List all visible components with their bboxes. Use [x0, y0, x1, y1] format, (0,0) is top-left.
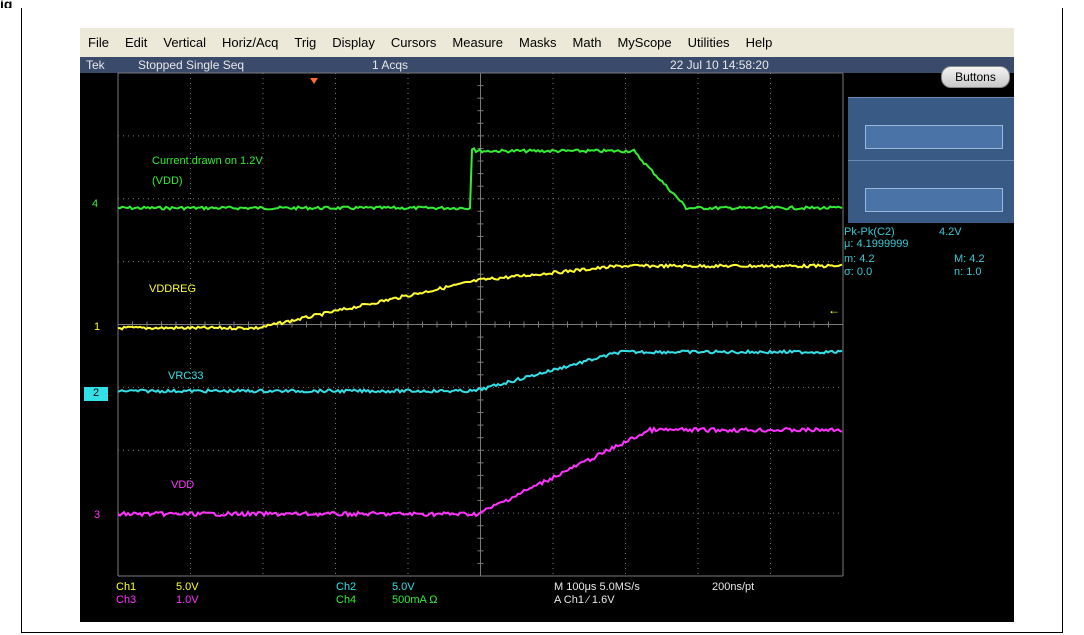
sample-interval-readout: 200ns/pt	[712, 581, 755, 593]
ch3-vdd-trace	[117, 426, 843, 518]
menu-vertical[interactable]: Vertical	[163, 35, 206, 50]
document-heading-fragment: ig	[0, 0, 13, 8]
menu-masks[interactable]: Masks	[518, 35, 557, 50]
side-control-field-1[interactable]	[865, 125, 1003, 149]
menu-edit[interactable]: Edit	[124, 35, 148, 50]
menu-utilities[interactable]: Utilities	[687, 35, 730, 50]
waveform-traces	[117, 147, 843, 518]
menu-file[interactable]: File	[88, 35, 109, 50]
ch4-current-trace	[117, 147, 843, 211]
trace-label-vddreg: VDDREG	[149, 283, 197, 295]
trace-label-vrc33: VRC33	[168, 370, 204, 382]
menu-measure[interactable]: Measure	[452, 35, 503, 50]
acquisition-count: 1 Acqs	[372, 58, 409, 72]
oscilloscope-screen: File Edit Vertical Horiz/Acq Trig Displa…	[80, 28, 1014, 622]
measurement-value: 4.2V	[939, 226, 962, 238]
menu-help[interactable]: Help	[745, 35, 773, 50]
measurement-line-1: Pk-Pk(C2) 4.2V	[844, 226, 962, 238]
acquisition-state: Stopped Single Seq	[138, 58, 245, 72]
menu-math[interactable]: Math	[572, 35, 602, 50]
ch4-name: Ch4	[336, 594, 357, 606]
measurement-sigma-n: σ: 0.0 n: 1.0	[844, 266, 982, 278]
timebase-readout: M 100μs 5.0MS/s	[554, 581, 640, 593]
brand-label: Tek	[86, 58, 105, 72]
measurement-mean: μ: 4.1999999	[844, 238, 909, 250]
ch2-name: Ch2	[336, 581, 357, 593]
ch2-ground-marker[interactable]: 2	[84, 387, 108, 401]
ch4-scale: 500mA Ω	[392, 594, 438, 606]
side-control-panel-1	[848, 97, 1014, 160]
measurement-name: Pk-Pk(C2)	[844, 226, 895, 238]
graticule-grid	[117, 72, 844, 577]
ch1-ground-marker[interactable]: 1	[94, 321, 101, 333]
buttons-toggle-button[interactable]: Buttons	[941, 66, 1010, 88]
measurement-min: m: 4.2	[844, 253, 875, 265]
menu-cursors[interactable]: Cursors	[390, 35, 437, 50]
side-control-field-2[interactable]	[865, 188, 1003, 212]
ch3-name: Ch3	[116, 594, 137, 606]
measurement-max: M: 4.2	[954, 253, 985, 265]
side-control-panel-2	[848, 160, 1014, 223]
ch1-scale: 5.0V	[176, 581, 199, 593]
trigger-level-arrow: ←	[828, 303, 840, 317]
measurement-min-max: m: 4.2 M: 4.2	[844, 253, 985, 265]
trace-label-current-line2: (VDD)	[152, 175, 183, 187]
ch3-scale: 1.0V	[176, 594, 199, 606]
ch2-scale: 5.0V	[392, 581, 415, 593]
ch2-vrc33-trace	[117, 348, 843, 394]
status-bar: Tek Stopped Single Seq 1 Acqs 22 Jul 10 …	[80, 57, 1014, 73]
trace-label-vdd: VDD	[171, 479, 195, 491]
measurement-sigma: σ: 0.0	[844, 266, 873, 278]
menu-myscope[interactable]: MyScope	[617, 35, 672, 50]
trace-label-current-line1: Current drawn on 1.2V	[152, 155, 263, 167]
waveform-graticule: ←	[117, 72, 844, 577]
menu-trig[interactable]: Trig	[294, 35, 317, 50]
menu-display[interactable]: Display	[332, 35, 375, 50]
trigger-position-marker	[310, 78, 318, 84]
ch4-ground-marker[interactable]: 4	[92, 198, 99, 210]
ch1-name: Ch1	[116, 581, 137, 593]
measurement-n: n: 1.0	[954, 266, 982, 278]
timestamp: 22 Jul 10 14:58:20	[670, 58, 769, 72]
menu-bar: File Edit Vertical Horiz/Acq Trig Displa…	[80, 28, 1014, 57]
trigger-readout: A Ch1 ⁄ 1.6V	[554, 594, 615, 606]
menu-horiz-acq[interactable]: Horiz/Acq	[222, 35, 279, 50]
ch3-ground-marker[interactable]: 3	[94, 509, 101, 521]
ch1-vddreg-trace	[118, 262, 843, 331]
figure-frame	[21, 8, 1063, 633]
